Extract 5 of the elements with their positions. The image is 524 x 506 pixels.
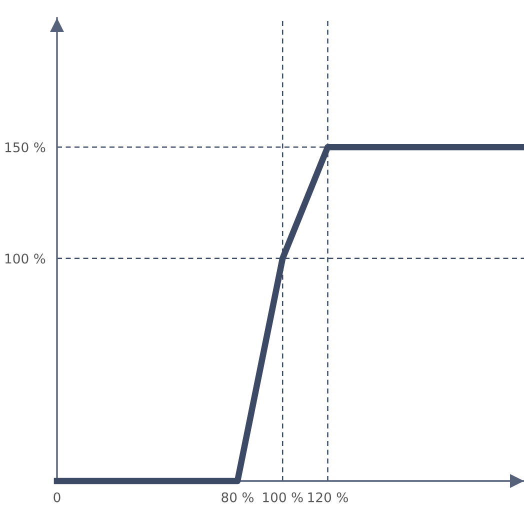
y-tick-label: 150 %: [5, 142, 46, 152]
x-tick-label: 120 %: [308, 492, 348, 502]
x-tick-label: 100 %: [263, 492, 303, 502]
x-tick-label: 80 %: [222, 492, 254, 502]
x-tick-label: 0: [54, 492, 60, 502]
